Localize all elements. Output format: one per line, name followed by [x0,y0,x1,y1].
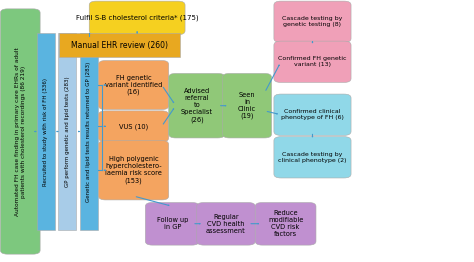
Text: Seen
in
Clinic
(19): Seen in Clinic (19) [238,92,256,119]
Text: Genetic and lipid tests results returned to GP (283): Genetic and lipid tests results returned… [86,61,91,202]
FancyBboxPatch shape [58,33,76,230]
Text: VUS (10): VUS (10) [119,123,148,130]
FancyBboxPatch shape [89,1,185,35]
FancyBboxPatch shape [0,9,40,254]
FancyBboxPatch shape [222,73,272,138]
Text: Confirmed clinical
phenotype of FH (6): Confirmed clinical phenotype of FH (6) [281,109,344,120]
Text: Reduce
modifiable
CVD risk
factors: Reduce modifiable CVD risk factors [268,210,303,237]
FancyBboxPatch shape [146,203,199,245]
FancyBboxPatch shape [274,1,351,42]
Text: Cascade testing by
clinical phenotype (2): Cascade testing by clinical phenotype (2… [278,152,346,163]
FancyBboxPatch shape [99,111,169,142]
Text: Automated FH case finding in primary care EHRs of adult
patients with cholestero: Automated FH case finding in primary car… [15,47,26,216]
Text: Fulfil S-B cholesterol criteria* (175): Fulfil S-B cholesterol criteria* (175) [76,15,199,21]
FancyBboxPatch shape [274,41,351,83]
Text: Confirmed FH genetic
variant (13): Confirmed FH genetic variant (13) [278,56,346,67]
FancyBboxPatch shape [169,73,225,138]
FancyBboxPatch shape [274,137,351,178]
Text: Manual EHR review (260): Manual EHR review (260) [71,41,168,50]
FancyBboxPatch shape [99,140,169,200]
Text: Recruited to study with risk of FH (336): Recruited to study with risk of FH (336) [43,78,48,185]
FancyBboxPatch shape [197,203,255,245]
Text: Follow up
in GP: Follow up in GP [156,217,188,230]
FancyBboxPatch shape [99,61,169,110]
FancyBboxPatch shape [255,203,316,245]
Text: FH genetic
variant identified
(16): FH genetic variant identified (16) [105,75,162,95]
FancyBboxPatch shape [80,33,98,230]
FancyBboxPatch shape [59,33,181,57]
FancyBboxPatch shape [37,33,55,230]
Text: GP perform genetic and lipid tests (283): GP perform genetic and lipid tests (283) [65,76,70,187]
Text: Advised
referral
to
Specialist
(26): Advised referral to Specialist (26) [181,89,213,123]
FancyBboxPatch shape [274,94,351,135]
Text: Cascade testing by
genetic testing (8): Cascade testing by genetic testing (8) [283,16,343,27]
Text: Regular
CVD health
assessment: Regular CVD health assessment [206,214,246,234]
Text: High polygenic
hypercholestero-
laemia risk score
(153): High polygenic hypercholestero- laemia r… [105,156,162,184]
